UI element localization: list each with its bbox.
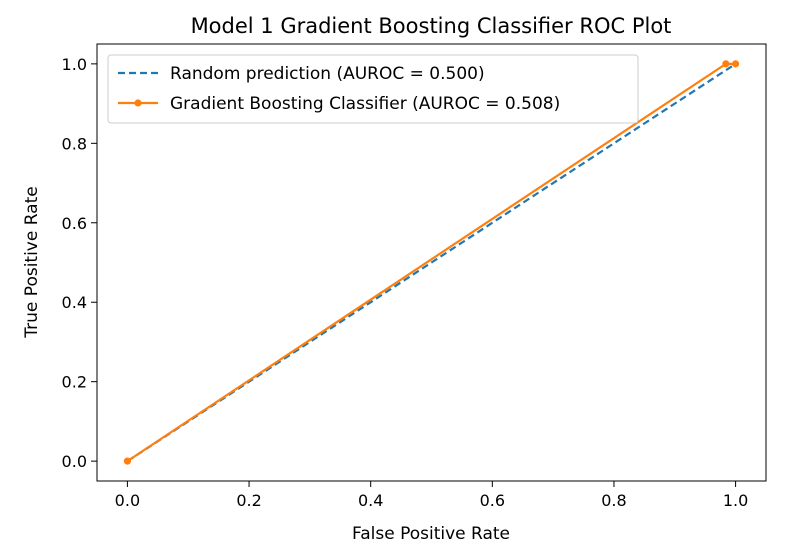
y-tick-label-3: 0.6 <box>62 214 87 233</box>
x-tick-label-5: 1.0 <box>723 491 748 510</box>
legend-label-0: Random prediction (AUROC = 0.500) <box>170 64 485 84</box>
x-tick-label-0: 0.0 <box>115 491 140 510</box>
y-tick-label-4: 0.8 <box>62 134 87 153</box>
series-1-point-0 <box>123 457 132 465</box>
y-tick-label-5: 1.0 <box>62 55 87 74</box>
series-1-point-1 <box>722 60 730 68</box>
y-tick-label-0: 0.0 <box>62 452 87 471</box>
x-tick-label-2: 0.4 <box>358 491 383 510</box>
y-tick-label-1: 0.2 <box>62 373 87 392</box>
x-tick-label-3: 0.6 <box>480 491 505 510</box>
x-tick-label-1: 0.2 <box>236 491 261 510</box>
y-tick-label-2: 0.4 <box>62 293 87 312</box>
legend-label-1: Gradient Boosting Classifier (AUROC = 0.… <box>170 94 560 114</box>
series-1-point-2 <box>731 60 740 68</box>
y-axis-label: True Positive Rate <box>22 186 42 338</box>
x-axis-label: False Positive Rate <box>352 524 510 544</box>
chart-title: Model 1 Gradient Boosting Classifier ROC… <box>191 14 672 38</box>
plot-frame <box>96 43 767 482</box>
x-tick-label-4: 0.8 <box>601 491 626 510</box>
legend-marker-1 <box>134 99 142 107</box>
legend-box <box>107 54 639 124</box>
